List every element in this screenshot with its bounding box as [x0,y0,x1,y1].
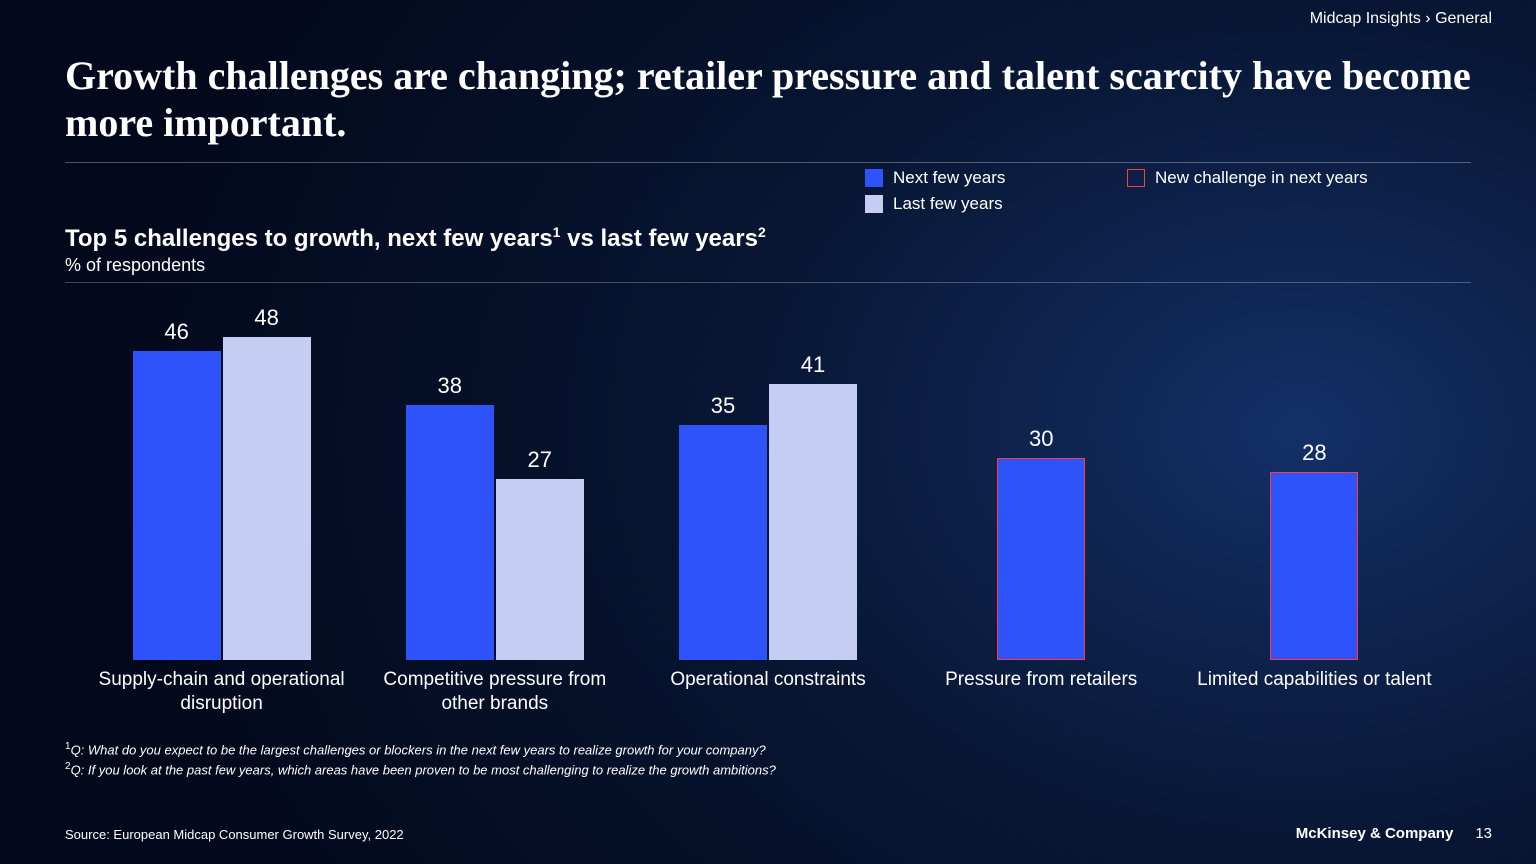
bar-group: 46 48 [85,300,358,660]
bar [223,337,311,660]
footnote-2: 2Q: If you look at the past few years, w… [65,760,1471,780]
chart-title-text: vs last few years [560,225,757,252]
legend-label: Last few years [893,194,1003,214]
square-outline-icon [1127,169,1145,187]
bar-next: 46 [133,319,221,660]
bar-next: 35 [679,393,767,660]
bar-next: 30 [997,426,1085,660]
legend-next-few-years: Next few years [865,168,1005,188]
chart-title-text: Top 5 challenges to growth, next few yea… [65,225,553,252]
bar-value-label: 35 [711,393,735,419]
footer-right: McKinsey & Company 13 [1296,825,1492,842]
legend-label: New challenge in next years [1155,168,1368,188]
x-axis-label: Operational constraints [631,668,904,716]
breadcrumb: Midcap Insights › General [1310,10,1492,28]
chart-plot-area: 46 48 38 27 35 41 30 28 [85,300,1451,660]
footnote-ref: 2 [758,224,766,240]
page-number: 13 [1475,825,1492,842]
legend-last-few-years: Last few years [865,194,1003,214]
x-axis-label: Limited capabilities or talent [1178,668,1451,716]
bar [496,479,584,660]
chart-x-labels: Supply-chain and operational disruptionC… [85,668,1451,716]
bar-group: 30 [905,300,1178,660]
bar-chart: 46 48 38 27 35 41 30 28 Supply-chain and operat… [85,300,1451,720]
x-axis-label: Competitive pressure from other brands [358,668,631,716]
bar-value-label: 27 [528,447,552,473]
x-axis-label: Pressure from retailers [905,668,1178,716]
bar-next: 38 [406,373,494,660]
bar [406,405,494,660]
x-axis-label: Supply-chain and operational disruption [85,668,358,716]
bar-value-label: 41 [801,352,825,378]
source-line: Source: European Midcap Consumer Growth … [65,827,404,842]
company-name: McKinsey & Company [1296,825,1454,842]
bar-last: 27 [496,447,584,660]
footnote-text: Q: If you look at the past few years, wh… [71,763,776,778]
bar [1270,472,1358,660]
bar-group: 28 [1178,300,1451,660]
footnote-1: 1Q: What do you expect to be the largest… [65,740,1471,760]
bar [997,458,1085,660]
footnotes: 1Q: What do you expect to be the largest… [65,740,1471,780]
bar-value-label: 30 [1029,426,1053,452]
bar-last: 48 [223,305,311,660]
chart-header: Top 5 challenges to growth, next few yea… [65,224,1471,283]
bar-group: 35 41 [631,300,904,660]
footnote-text: Q: What do you expect to be the largest … [71,742,766,757]
bar-group: 38 27 [358,300,631,660]
bar-value-label: 38 [438,373,462,399]
square-icon [865,169,883,187]
chart-subtitle: % of respondents [65,255,1471,276]
legend-label: Next few years [893,168,1005,188]
chart-title: Top 5 challenges to growth, next few yea… [65,224,1471,253]
page-title: Growth challenges are changing; retailer… [65,52,1471,163]
bar-value-label: 46 [164,319,188,345]
bar-last: 41 [769,352,857,660]
bar [769,384,857,660]
bar [679,425,767,660]
legend-new-challenge: New challenge in next years [1127,168,1368,188]
square-icon [865,195,883,213]
bar [133,351,221,660]
bar-value-label: 28 [1302,440,1326,466]
bar-next: 28 [1270,440,1358,660]
bar-value-label: 48 [254,305,278,331]
